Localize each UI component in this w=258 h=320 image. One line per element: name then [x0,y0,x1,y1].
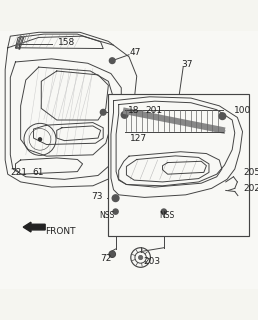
Circle shape [112,195,119,202]
Text: NSS: NSS [159,211,174,220]
Circle shape [113,209,118,214]
Circle shape [219,113,226,119]
FancyArrow shape [23,222,45,232]
Text: 158: 158 [58,38,75,47]
Circle shape [110,252,115,257]
Text: 72: 72 [100,254,111,263]
Text: 203: 203 [144,257,161,266]
Text: 18: 18 [128,106,139,115]
Bar [108,94,249,236]
Text: 202: 202 [244,184,258,193]
Circle shape [100,109,106,115]
Text: 73: 73 [91,192,103,201]
Text: 205: 205 [244,168,258,177]
Text: 127: 127 [130,134,147,143]
Text: 201: 201 [145,106,162,115]
Text: 47: 47 [130,48,141,57]
Circle shape [139,255,143,260]
Text: 100: 100 [234,106,251,115]
Text: 61: 61 [33,168,44,177]
Circle shape [121,111,128,118]
Circle shape [161,209,166,214]
Text: 37: 37 [181,60,193,69]
Text: FRONT: FRONT [45,227,76,236]
Circle shape [109,58,115,63]
Circle shape [38,138,42,141]
Text: 221: 221 [11,168,28,177]
Text: NSS: NSS [99,211,115,220]
